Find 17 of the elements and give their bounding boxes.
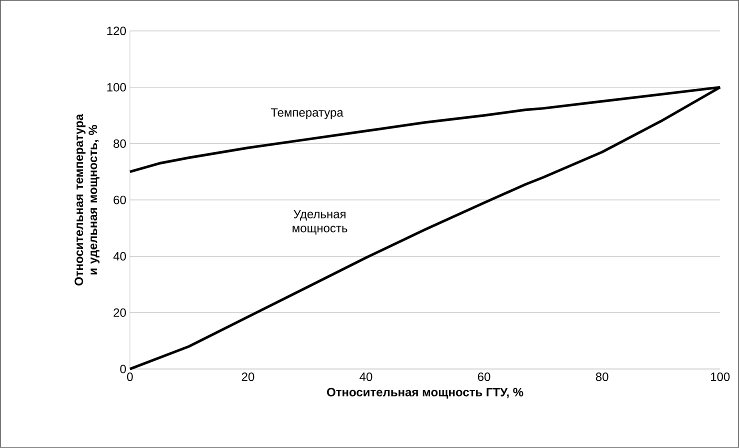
series-label: Температура [270,108,344,120]
x-tick-label: 100 [710,372,730,382]
x-tick-label: 40 [360,372,372,382]
x-tick-label: 0 [127,372,133,382]
x-tick-label: 20 [242,372,254,382]
y-tick-label: 80 [114,139,126,148]
y-tick-label: 0 [120,364,126,374]
y-tick-label: 20 [114,308,126,317]
y-tick-label: 100 [107,83,126,92]
x-tick-label: 60 [478,372,490,382]
x-axis-title: Относительная мощность ГТУ, % [327,388,524,399]
y-tick-label: 40 [113,252,126,261]
y-tick-label: 60 [114,196,126,204]
text: Удельная мощность [292,210,348,235]
y-tick-label: 120 [107,26,126,36]
y-axis-title: Относительная температура и удельная мощность, % [74,114,100,286]
x-tick-label: 80 [596,372,608,382]
